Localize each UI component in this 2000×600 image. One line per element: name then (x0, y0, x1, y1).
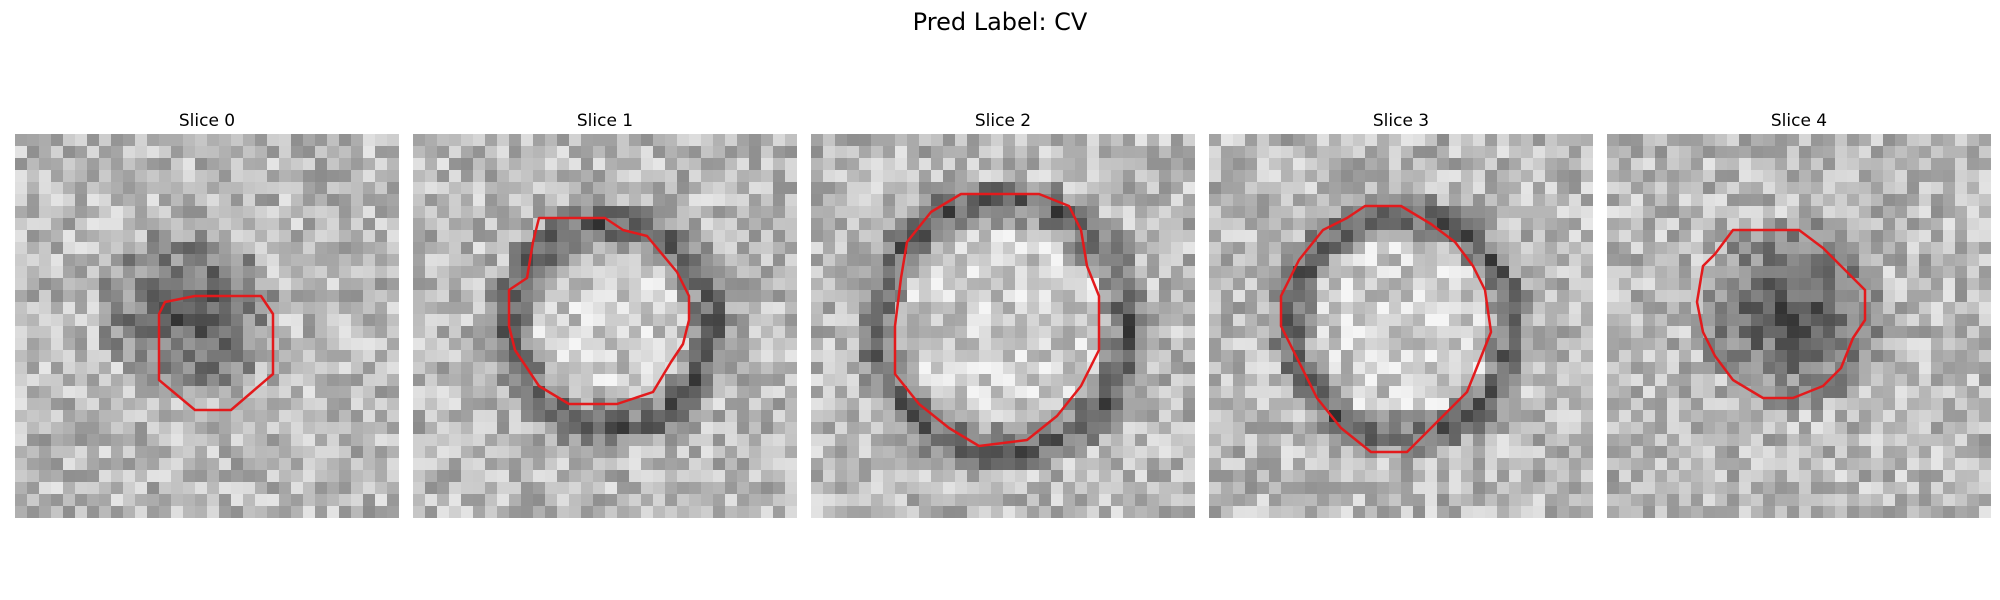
pixel-grid (413, 134, 797, 518)
slice-svg (811, 134, 1195, 518)
slice-panel-2: Slice 2 (811, 108, 1195, 518)
slice-svg (1607, 134, 1991, 518)
slice-panel-0: Slice 0 (15, 108, 399, 518)
figure-title: Pred Label: CV (912, 8, 1088, 36)
slice-svg (413, 134, 797, 518)
slice-title: Slice 1 (576, 111, 634, 131)
slice-svg (1209, 134, 1593, 518)
slice-panel-3: Slice 3 (1209, 108, 1593, 518)
slice-title: Slice 4 (1770, 111, 1828, 131)
pixel-grid (1607, 134, 1991, 518)
segmentation-contour (893, 192, 1101, 448)
slice-title: Slice 3 (1372, 111, 1430, 131)
pixel-grid (811, 134, 1195, 518)
slice-panel-1: Slice 1 (413, 108, 797, 518)
slice-svg (15, 134, 399, 518)
slice-image (413, 134, 797, 518)
slice-panel-4: Slice 4 (1607, 108, 1991, 518)
slice-title: Slice 0 (178, 111, 236, 131)
segmentation-contour (1695, 228, 1867, 400)
slice-image (1209, 134, 1593, 518)
segmentation-contour (507, 216, 691, 406)
pixel-grid (15, 134, 399, 518)
segmentation-contour (157, 294, 275, 412)
segmentation-contour (1279, 204, 1493, 454)
slice-title: Slice 2 (974, 111, 1032, 131)
slice-image (811, 134, 1195, 518)
slice-image (1607, 134, 1991, 518)
slice-image (15, 134, 399, 518)
pixel-grid (1209, 134, 1593, 518)
